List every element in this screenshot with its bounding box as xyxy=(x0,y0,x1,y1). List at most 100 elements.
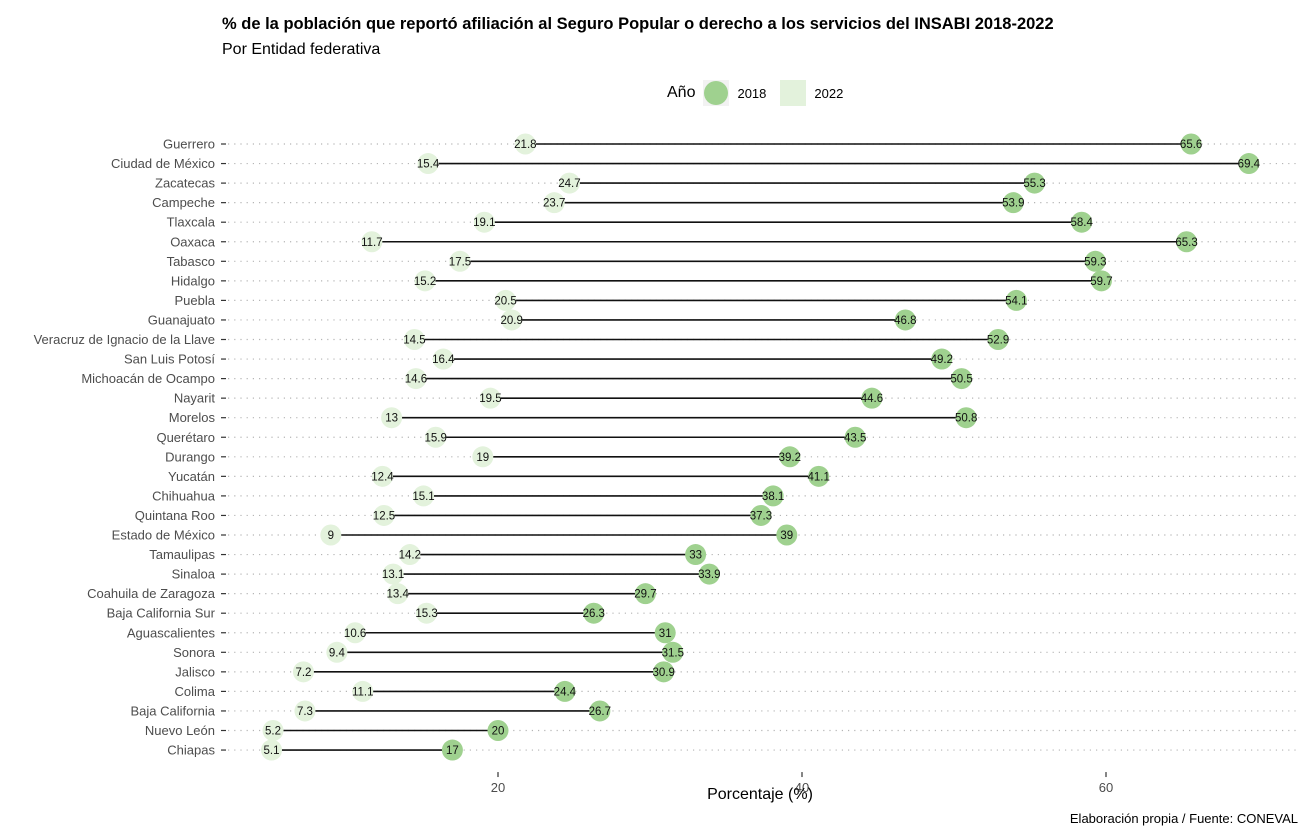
y-tick-label: Baja California xyxy=(130,703,215,718)
point-2022 xyxy=(403,329,425,350)
point-2022 xyxy=(373,504,395,526)
data-label-2022: 19.1 xyxy=(473,217,495,229)
y-tick-label: Oaxaca xyxy=(170,234,216,249)
legend: Año 2018 2022 xyxy=(667,80,857,106)
legend-title: Año xyxy=(667,84,696,101)
point-2018 xyxy=(1005,289,1027,311)
data-label-2018: 53.9 xyxy=(1002,198,1024,210)
data-label-2018: 55.3 xyxy=(1023,178,1045,190)
point-2022 xyxy=(449,250,471,272)
point-2022 xyxy=(387,583,409,605)
point-2022 xyxy=(495,289,517,311)
x-tick-label: 40 xyxy=(795,780,809,795)
data-label-2022: 20.9 xyxy=(500,315,522,327)
point-2018 xyxy=(1180,133,1202,155)
point-2018 xyxy=(762,485,784,507)
point-2022 xyxy=(262,720,284,741)
data-label-2022: 20.5 xyxy=(494,295,516,307)
point-2022 xyxy=(514,133,536,155)
data-label-2022: 5.1 xyxy=(264,745,280,757)
data-label-2018: 31 xyxy=(659,628,672,640)
y-tick-label: Sonora xyxy=(173,645,216,660)
y-tick-label: Tamaulipas xyxy=(149,547,215,562)
y-tick-label: Estado de México xyxy=(112,528,215,543)
x-axis-label: Porcentaje (%) xyxy=(707,786,813,803)
data-label-2018: 17 xyxy=(446,745,459,757)
point-2018 xyxy=(589,700,611,722)
point-2018 xyxy=(554,680,576,702)
y-tick-label: Hidalgo xyxy=(171,273,215,288)
point-2018 xyxy=(931,348,953,370)
point-2022 xyxy=(344,622,366,644)
data-label-2022: 9.4 xyxy=(329,647,346,659)
data-label-2018: 33 xyxy=(689,550,702,562)
point-2022 xyxy=(320,524,342,546)
data-label-2018: 50.8 xyxy=(955,413,977,425)
point-2018 xyxy=(750,504,772,526)
data-label-2022: 11.1 xyxy=(352,686,374,698)
y-tick-label: Veracruz de Ignacio de la Llave xyxy=(34,332,215,347)
y-tick-label: Jalisco xyxy=(175,664,215,679)
point-2022 xyxy=(425,426,447,448)
point-2022 xyxy=(399,544,421,566)
y-tick-label: Coahuila de Zaragoza xyxy=(87,586,216,601)
point-2022 xyxy=(326,641,348,663)
data-label-2018: 44.6 xyxy=(861,393,883,405)
point-2018 xyxy=(1090,270,1112,292)
point-2022 xyxy=(432,348,454,370)
point-2018 xyxy=(583,602,605,624)
data-label-2022: 15.4 xyxy=(417,159,440,171)
point-2022 xyxy=(405,368,427,390)
point-2018 xyxy=(987,329,1009,350)
legend-label-2018: 2018 xyxy=(737,85,767,101)
y-tick-label: Colima xyxy=(175,684,216,699)
data-label-2018: 41.1 xyxy=(808,471,830,483)
data-label-2022: 5.2 xyxy=(265,726,281,738)
point-2022 xyxy=(543,192,565,214)
y-tick-label: Baja California Sur xyxy=(107,606,216,621)
y-tick-label: Michoacán de Ocampo xyxy=(81,371,215,386)
data-label-2018: 58.4 xyxy=(1070,217,1093,229)
data-label-2018: 65.3 xyxy=(1175,237,1197,249)
point-2018 xyxy=(685,544,707,566)
point-2018 xyxy=(487,720,509,741)
point-2018 xyxy=(861,387,883,409)
point-2018 xyxy=(1024,172,1046,194)
data-label-2018: 43.5 xyxy=(844,432,866,444)
point-2018 xyxy=(662,641,684,663)
data-label-2018: 49.2 xyxy=(931,354,953,366)
data-label-2022: 21.8 xyxy=(514,139,536,151)
point-2022 xyxy=(558,172,580,194)
data-label-2018: 39.2 xyxy=(779,452,801,464)
y-tick-label: Zacatecas xyxy=(155,176,215,191)
data-label-2018: 59.3 xyxy=(1084,256,1106,268)
legend-key-2018 xyxy=(703,80,730,106)
legend-swatch-2018 xyxy=(704,81,729,105)
point-2018 xyxy=(1176,231,1198,253)
y-tick-label: Querétaro xyxy=(156,430,215,445)
data-label-2018: 52.9 xyxy=(987,335,1009,347)
data-label-2022: 15.1 xyxy=(412,491,434,503)
y-tick-label: Morelos xyxy=(169,410,216,425)
y-tick-label: Chihuahua xyxy=(152,488,216,503)
chart-caption: Elaboración propia / Fuente: CONEVAL xyxy=(1069,811,1298,826)
point-2018 xyxy=(1238,153,1260,175)
y-tick-label: Ciudad de México xyxy=(111,156,215,171)
data-label-2018: 39 xyxy=(780,530,793,542)
point-2022 xyxy=(416,602,438,624)
y-tick-label: San Luis Potosí xyxy=(124,352,215,367)
y-tick-label: Yucatán xyxy=(168,469,215,484)
point-2022 xyxy=(382,563,404,585)
point-2022 xyxy=(473,211,495,233)
data-label-2018: 38.1 xyxy=(762,491,784,503)
data-label-2018: 30.9 xyxy=(652,667,674,679)
data-label-2018: 50.5 xyxy=(950,374,972,386)
y-tick-label: Sinaloa xyxy=(172,567,216,582)
x-tick-label: 60 xyxy=(1099,780,1113,795)
point-2022 xyxy=(501,309,523,331)
data-label-2022: 14.6 xyxy=(405,374,427,386)
data-label-2022: 14.5 xyxy=(403,335,425,347)
data-label-2022: 13.4 xyxy=(386,589,409,601)
y-tick-label: Nuevo León xyxy=(145,723,215,738)
data-label-2022: 10.6 xyxy=(344,628,366,640)
